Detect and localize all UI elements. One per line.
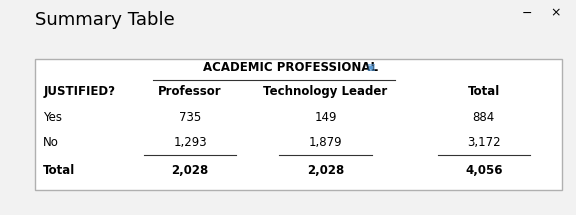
Text: 2,028: 2,028 [172,164,209,177]
Text: ACADEMIC PROFESSIONAL: ACADEMIC PROFESSIONAL [203,61,378,74]
Text: ×: × [551,6,561,19]
Text: JUSTIFIED?: JUSTIFIED? [43,85,115,98]
Text: 1,293: 1,293 [173,137,207,149]
Text: Total: Total [468,85,500,98]
Text: 4,056: 4,056 [465,164,503,177]
Text: 735: 735 [179,111,201,124]
Text: 2,028: 2,028 [307,164,344,177]
Text: Summary Table: Summary Table [35,11,175,29]
Text: 149: 149 [314,111,337,124]
Text: Technology Leader: Technology Leader [263,85,388,98]
Text: No: No [43,137,59,149]
Text: −: − [522,6,532,19]
Text: Yes: Yes [43,111,62,124]
Text: 3,172: 3,172 [467,137,501,149]
FancyBboxPatch shape [35,59,562,190]
Text: Professor: Professor [158,85,222,98]
Text: 1,879: 1,879 [309,137,342,149]
Text: ▣: ▣ [366,63,374,72]
Text: 884: 884 [473,111,495,124]
Text: Total: Total [43,164,75,177]
